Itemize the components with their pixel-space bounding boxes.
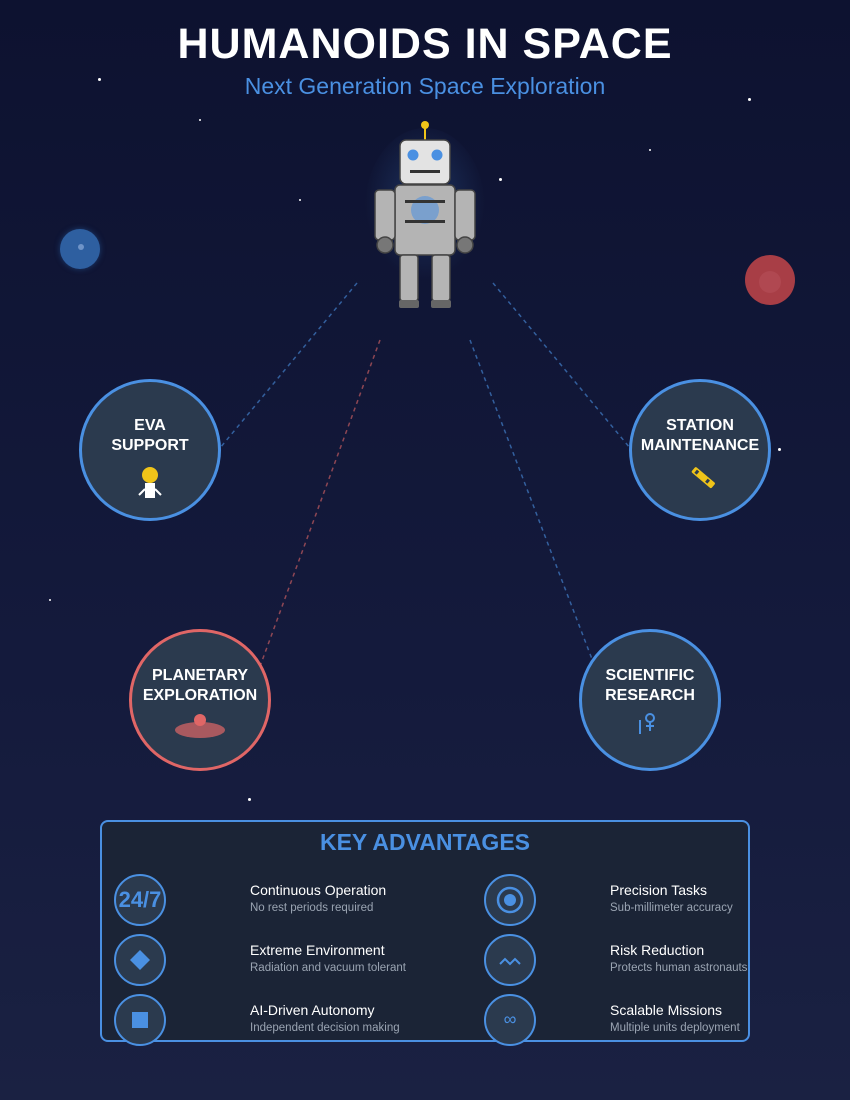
- advantage-desc: Radiation and vacuum tolerant: [250, 962, 406, 974]
- advantage-name: Continuous Operation: [250, 882, 387, 898]
- flask-icon: [639, 713, 655, 734]
- page-subtitle: Next Generation Space Exploration: [244, 73, 606, 99]
- star: [778, 448, 781, 451]
- planet-surface-icon: [175, 714, 225, 738]
- node-label: EVA SUPPORT: [111, 417, 189, 454]
- connector-eva: [219, 282, 358, 449]
- advantage-name: Risk Reduction: [610, 942, 705, 958]
- advantage-desc: Multiple units deployment: [610, 1022, 740, 1034]
- node-label: SCIENTIFIC RESEARCH: [605, 667, 695, 704]
- connector-science: [469, 339, 601, 681]
- advantage-desc: Sub-millimeter accuracy: [610, 902, 733, 914]
- node-label: STATION MAINTENANCE: [640, 417, 760, 454]
- node-planetary-exploration[interactable]: PLANETARY EXPLORATION: [129, 629, 271, 771]
- red-planet: [745, 255, 795, 305]
- star: [299, 199, 301, 201]
- advantage-name: Extreme Environment: [250, 942, 385, 958]
- advantage-desc: No rest periods required: [250, 902, 374, 914]
- connector-station: [492, 282, 631, 449]
- star: [49, 599, 51, 601]
- target-icon: [484, 874, 536, 926]
- star: [199, 119, 201, 121]
- square-icon: [114, 994, 166, 1046]
- infinity-icon: ∞: [484, 994, 536, 1046]
- star: [748, 98, 751, 101]
- robot-icon: [365, 121, 485, 308]
- node-scientific-research[interactable]: SCIENTIFIC RESEARCH: [579, 629, 721, 771]
- advantage-name: AI-Driven Autonomy: [250, 1002, 375, 1018]
- advantage-badge: ∞: [503, 1009, 517, 1029]
- clock-icon: 24/7: [114, 874, 166, 926]
- advantage-desc: Protects human astronauts: [610, 962, 748, 974]
- key-advantages-title: KEY ADVANTAGES: [319, 829, 530, 855]
- wave-icon: [484, 934, 536, 986]
- node-station-maintenance[interactable]: STATION MAINTENANCE: [629, 379, 771, 521]
- wrench-icon: [691, 467, 715, 489]
- key-advantages-panel: [100, 820, 750, 1042]
- astronaut-icon: [138, 467, 162, 498]
- advantage-badge: 24/7: [118, 887, 162, 912]
- advantage-name: Precision Tasks: [610, 882, 708, 898]
- page-title: HUMANOIDS IN SPACE: [177, 20, 673, 68]
- node-label: PLANETARY EXPLORATION: [142, 667, 258, 704]
- star: [98, 78, 101, 81]
- star: [248, 798, 251, 801]
- blue-planet: [60, 229, 100, 269]
- star: [499, 178, 502, 181]
- advantage-name: Scalable Missions: [610, 1002, 723, 1018]
- diamond-icon: [114, 934, 166, 986]
- connector-planetary: [254, 339, 381, 681]
- star: [649, 149, 651, 151]
- advantage-desc: Independent decision making: [250, 1022, 400, 1034]
- node-eva-support[interactable]: EVA SUPPORT: [79, 379, 221, 521]
